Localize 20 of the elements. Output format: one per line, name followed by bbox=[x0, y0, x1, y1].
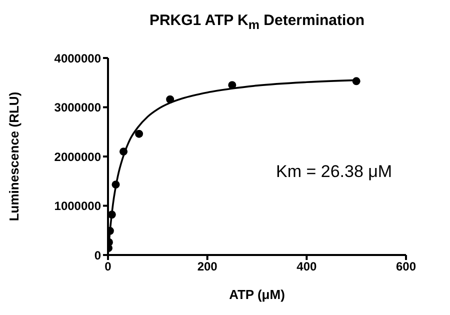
point bbox=[352, 77, 360, 86]
annotation: Km = 26.38 μM bbox=[276, 162, 392, 182]
chart-title: PRKG1 ATP K$_{m}$ Determination bbox=[148, 12, 366, 32]
y-tick-label: 1000000 bbox=[54, 199, 102, 214]
y-tick-label: 2000000 bbox=[54, 150, 102, 164]
point bbox=[112, 180, 120, 189]
x-tick-label: 600 bbox=[396, 260, 416, 274]
y-tick-label: 3000000 bbox=[54, 100, 102, 115]
y-axis-title: Luminescence (RLU) bbox=[6, 92, 22, 222]
x-tick-label: 200 bbox=[197, 260, 218, 274]
x-tick-label: 400 bbox=[296, 260, 317, 274]
point bbox=[120, 148, 128, 156]
point bbox=[135, 130, 144, 138]
point bbox=[108, 210, 116, 219]
x-tick-label: 0 bbox=[104, 260, 112, 274]
y-tick-label: 0 bbox=[94, 248, 102, 262]
point bbox=[166, 95, 174, 104]
y-tick-label: 4000000 bbox=[54, 51, 102, 66]
point bbox=[228, 81, 236, 90]
x-axis-title: ATP (μM) bbox=[229, 287, 285, 302]
